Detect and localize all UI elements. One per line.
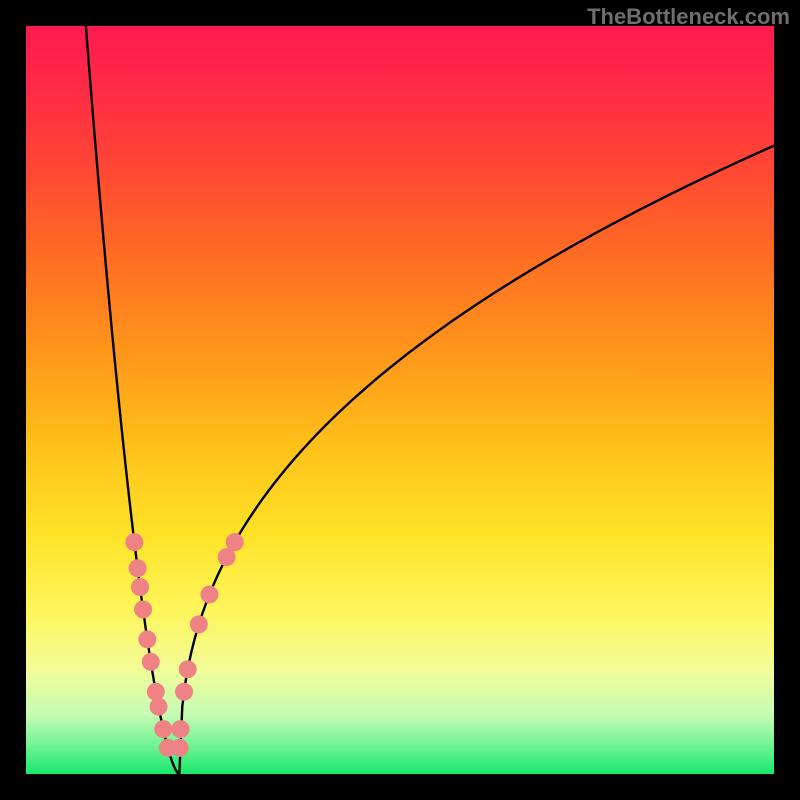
curve-marker xyxy=(226,533,244,551)
curve-marker xyxy=(171,739,189,757)
curve-marker xyxy=(154,720,172,738)
curve-marker xyxy=(138,630,156,648)
chart-background xyxy=(26,26,774,774)
curve-marker xyxy=(142,653,160,671)
curve-marker xyxy=(190,615,208,633)
curve-marker xyxy=(200,585,218,603)
curve-marker xyxy=(131,578,149,596)
curve-marker xyxy=(150,698,168,716)
curve-marker xyxy=(134,600,152,618)
watermark-text: TheBottleneck.com xyxy=(587,4,790,30)
curve-marker xyxy=(125,533,143,551)
curve-marker xyxy=(175,683,193,701)
curve-marker xyxy=(129,559,147,577)
curve-marker xyxy=(171,720,189,738)
curve-marker xyxy=(179,660,197,678)
bottleneck-chart: TheBottleneck.com xyxy=(0,0,800,800)
chart-canvas xyxy=(0,0,800,800)
curve-marker xyxy=(147,683,165,701)
